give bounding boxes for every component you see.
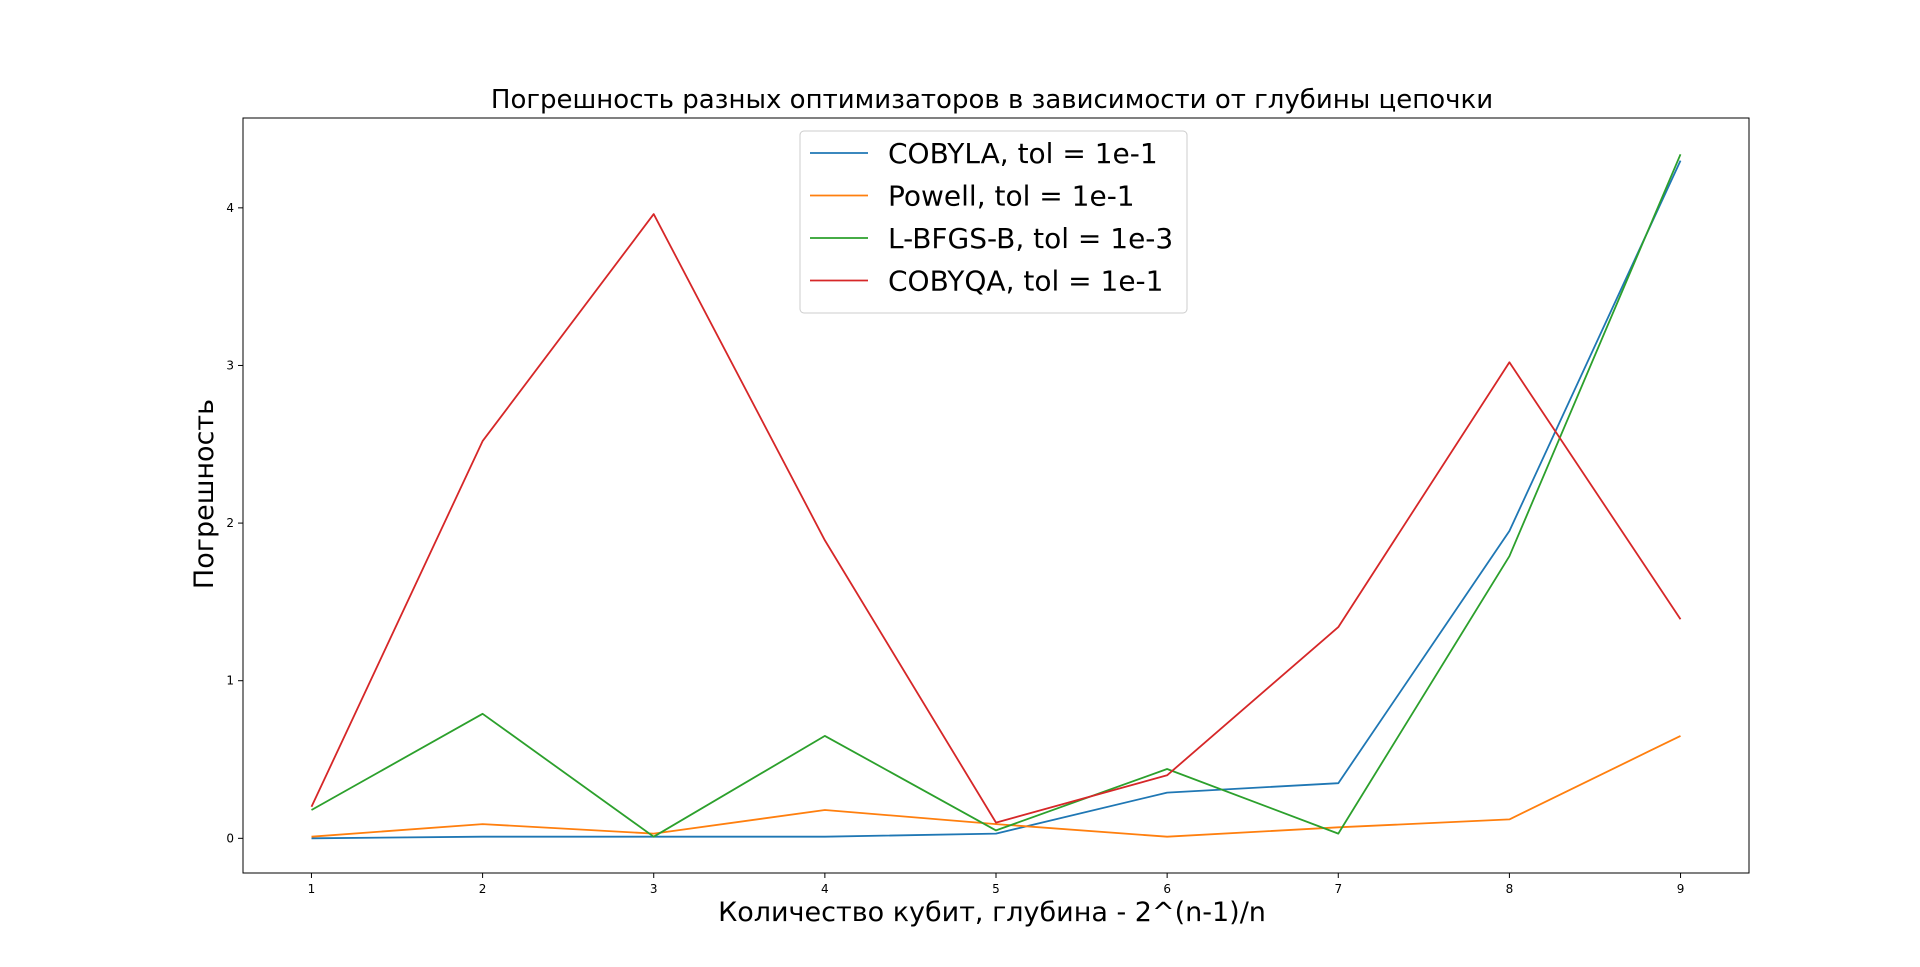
series-line-2 — [311, 735, 1681, 838]
y-tick-label: 4 — [226, 201, 234, 215]
plot-area: 1 2 3 4 5 6 7 8 9 0 1 2 3 4 — [226, 117, 1750, 896]
chart-title: Погрешность разных оптимизаторов в завис… — [491, 85, 1493, 115]
legend-box — [799, 130, 1188, 314]
y-tick-label: 2 — [226, 516, 234, 530]
legend-entry-label: L-BFGS-B, tol = 1e-3 — [888, 222, 1173, 255]
legend-entry-label: Powell, tol = 1e-1 — [888, 180, 1135, 213]
y-axis-label: Погрешность — [189, 399, 220, 589]
x-tick-label: 3 — [650, 882, 658, 896]
y-tick-label: 3 — [226, 358, 234, 372]
series-line-1 — [311, 160, 1682, 840]
y-tick-label: 0 — [226, 831, 234, 845]
x-tick-label: 1 — [308, 882, 316, 896]
legend-entry-label: COBYQA, tol = 1e-1 — [888, 265, 1163, 298]
x-tick-label: 2 — [479, 882, 487, 896]
x-tick-label: 7 — [1334, 882, 1342, 896]
y-tick-label: 1 — [226, 674, 234, 688]
x-tick-label: 4 — [821, 882, 829, 896]
x-tick-label: 9 — [1677, 882, 1685, 896]
series-line-3 — [311, 153, 1682, 838]
x-tick-label: 8 — [1506, 882, 1514, 896]
legend-entry-label: COBYLA, tol = 1e-1 — [888, 137, 1158, 170]
series-line-4 — [310, 213, 1682, 824]
x-axis-label: Количество кубит, глубина - 2^(n-1)/n — [718, 897, 1266, 928]
legend: COBYLA, tol = 1e-1 Powell, tol = 1e-1 L-BF… — [799, 130, 1188, 314]
x-tick-label: 5 — [992, 882, 1000, 896]
x-tick-label: 6 — [1163, 882, 1171, 896]
